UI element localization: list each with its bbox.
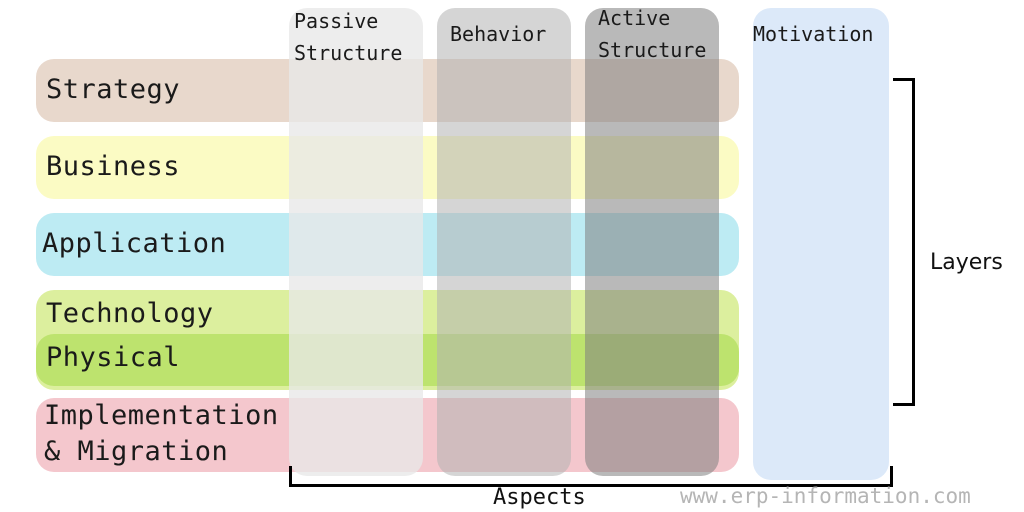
layer-technology-label: Technology	[46, 298, 214, 329]
aspect-active-label-line1: Active	[598, 6, 671, 30]
aspect-motivation	[753, 8, 889, 480]
layer-business-label: Business	[46, 151, 181, 182]
aspect-behavior-label: Behavior	[450, 22, 547, 46]
layer-implementation-label-line1: Implementation	[44, 400, 279, 431]
layer-implementation-label-line2: & Migration	[44, 436, 229, 467]
layer-strategy-label: Strategy	[46, 74, 181, 105]
aspect-passive-structure	[289, 8, 423, 476]
aspect-passive-label-line2: Structure	[294, 41, 403, 65]
aspect-active-label-line2: Structure	[598, 38, 707, 62]
aspects-label: Aspects	[493, 485, 586, 510]
layers-label: Layers	[930, 250, 1003, 275]
aspects-bracket	[289, 466, 893, 487]
aspect-passive-label-line1: Passive	[294, 9, 379, 33]
layers-bracket	[893, 78, 915, 406]
watermark: www.erp-information.com	[680, 484, 971, 508]
layer-physical-label: Physical	[46, 342, 181, 373]
aspect-behavior	[437, 8, 571, 476]
aspect-motivation-label: Motivation	[753, 22, 874, 46]
aspect-active-structure	[585, 8, 719, 476]
layer-application-label: Application	[42, 228, 227, 259]
